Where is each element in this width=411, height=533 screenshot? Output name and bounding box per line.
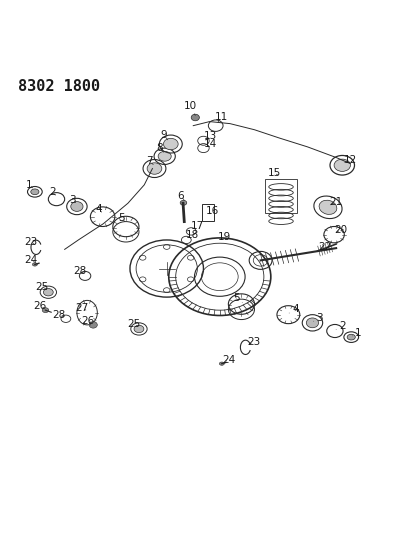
Ellipse shape — [42, 308, 49, 313]
Text: 17: 17 — [191, 222, 204, 231]
Text: 13: 13 — [204, 131, 217, 141]
Ellipse shape — [89, 321, 97, 328]
Text: 25: 25 — [127, 319, 141, 329]
Text: 26: 26 — [34, 301, 47, 311]
Text: 28: 28 — [73, 265, 86, 276]
Text: 24: 24 — [24, 255, 37, 265]
Text: 8: 8 — [157, 143, 164, 153]
Ellipse shape — [319, 200, 337, 214]
Ellipse shape — [180, 200, 187, 205]
Ellipse shape — [347, 334, 356, 340]
Ellipse shape — [164, 139, 178, 150]
Ellipse shape — [158, 151, 171, 161]
Text: 1: 1 — [353, 328, 362, 337]
Ellipse shape — [306, 318, 319, 328]
Text: 2: 2 — [336, 321, 346, 331]
Text: 19: 19 — [218, 232, 231, 241]
Text: 1: 1 — [26, 180, 33, 190]
Text: 3: 3 — [314, 312, 323, 322]
Text: 14: 14 — [204, 139, 217, 149]
Text: 16: 16 — [206, 206, 219, 216]
Text: 9: 9 — [161, 130, 168, 140]
Ellipse shape — [32, 263, 37, 266]
Ellipse shape — [334, 159, 351, 172]
Text: 5: 5 — [233, 293, 242, 303]
Ellipse shape — [31, 189, 39, 195]
Text: 5: 5 — [118, 213, 125, 223]
Ellipse shape — [219, 362, 224, 365]
Text: 10: 10 — [183, 101, 196, 116]
Text: 23: 23 — [24, 237, 37, 247]
Text: 21: 21 — [330, 197, 343, 207]
Text: 11: 11 — [215, 112, 228, 123]
Text: 12: 12 — [344, 155, 357, 165]
Text: 22: 22 — [319, 242, 332, 252]
Text: 8302 1800: 8302 1800 — [18, 79, 100, 94]
Ellipse shape — [147, 163, 162, 174]
Text: 27: 27 — [76, 303, 89, 313]
Text: 2: 2 — [49, 187, 56, 197]
Text: 15: 15 — [268, 167, 281, 177]
Text: 3: 3 — [69, 195, 76, 205]
Ellipse shape — [44, 288, 53, 296]
Text: 4: 4 — [289, 304, 299, 314]
Text: 23: 23 — [247, 337, 260, 347]
Text: 20: 20 — [335, 225, 348, 235]
Text: 25: 25 — [36, 282, 49, 292]
Ellipse shape — [71, 201, 83, 212]
Text: 26: 26 — [81, 316, 95, 326]
Text: 7: 7 — [146, 156, 153, 166]
Text: 6: 6 — [178, 191, 184, 201]
Text: 24: 24 — [222, 354, 236, 365]
Text: 18: 18 — [185, 230, 199, 240]
Text: 4: 4 — [95, 204, 102, 214]
Ellipse shape — [134, 325, 144, 333]
Text: 28: 28 — [53, 310, 66, 320]
Ellipse shape — [191, 114, 199, 121]
Bar — [202, 205, 214, 221]
